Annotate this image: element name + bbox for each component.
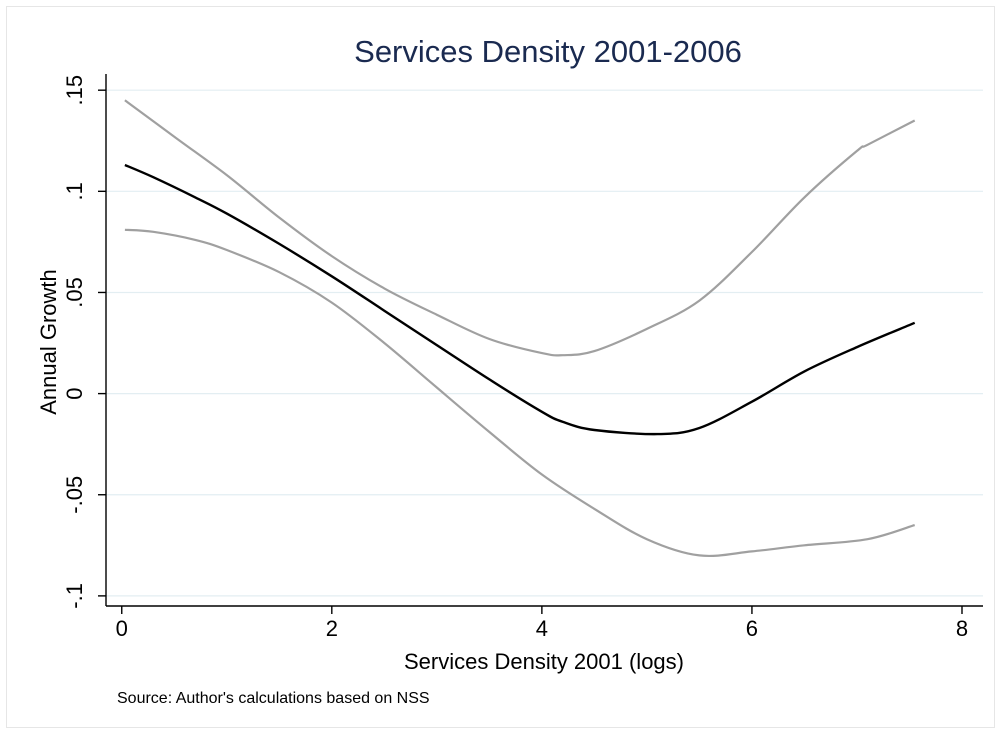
x-tick-label-2: 4 [536,616,548,641]
y-tick-label-5: .15 [62,75,87,106]
axes: -.1 -.05 0 .05 .1 .15 0 2 4 6 8 [62,74,983,641]
series-line-upper-ci [124,99,916,357]
chart-title: Services Density 2001-2006 [354,34,742,69]
y-tick-label-2: 0 [62,387,87,399]
x-tick-label-3: 6 [746,616,758,641]
source-note: Source: Author's calculations based on N… [117,690,430,707]
plot-area [124,99,916,558]
y-axis-label: Annual Growth [36,269,61,415]
series-line-lower-ci [124,228,916,558]
y-tick-label-0: -.1 [62,583,87,609]
series-line-estimate [124,163,916,436]
y-tick-label-1: -.05 [62,476,87,514]
x-tick-label-1: 2 [326,616,338,641]
gridlines [106,89,983,597]
x-tick-label-0: 0 [116,616,128,641]
x-tick-label-4: 8 [956,616,968,641]
outer-frame [6,6,995,728]
y-tick-label-4: .1 [62,182,87,200]
x-axis-label: Services Density 2001 (logs) [404,649,684,674]
y-tick-label-3: .05 [62,277,87,308]
